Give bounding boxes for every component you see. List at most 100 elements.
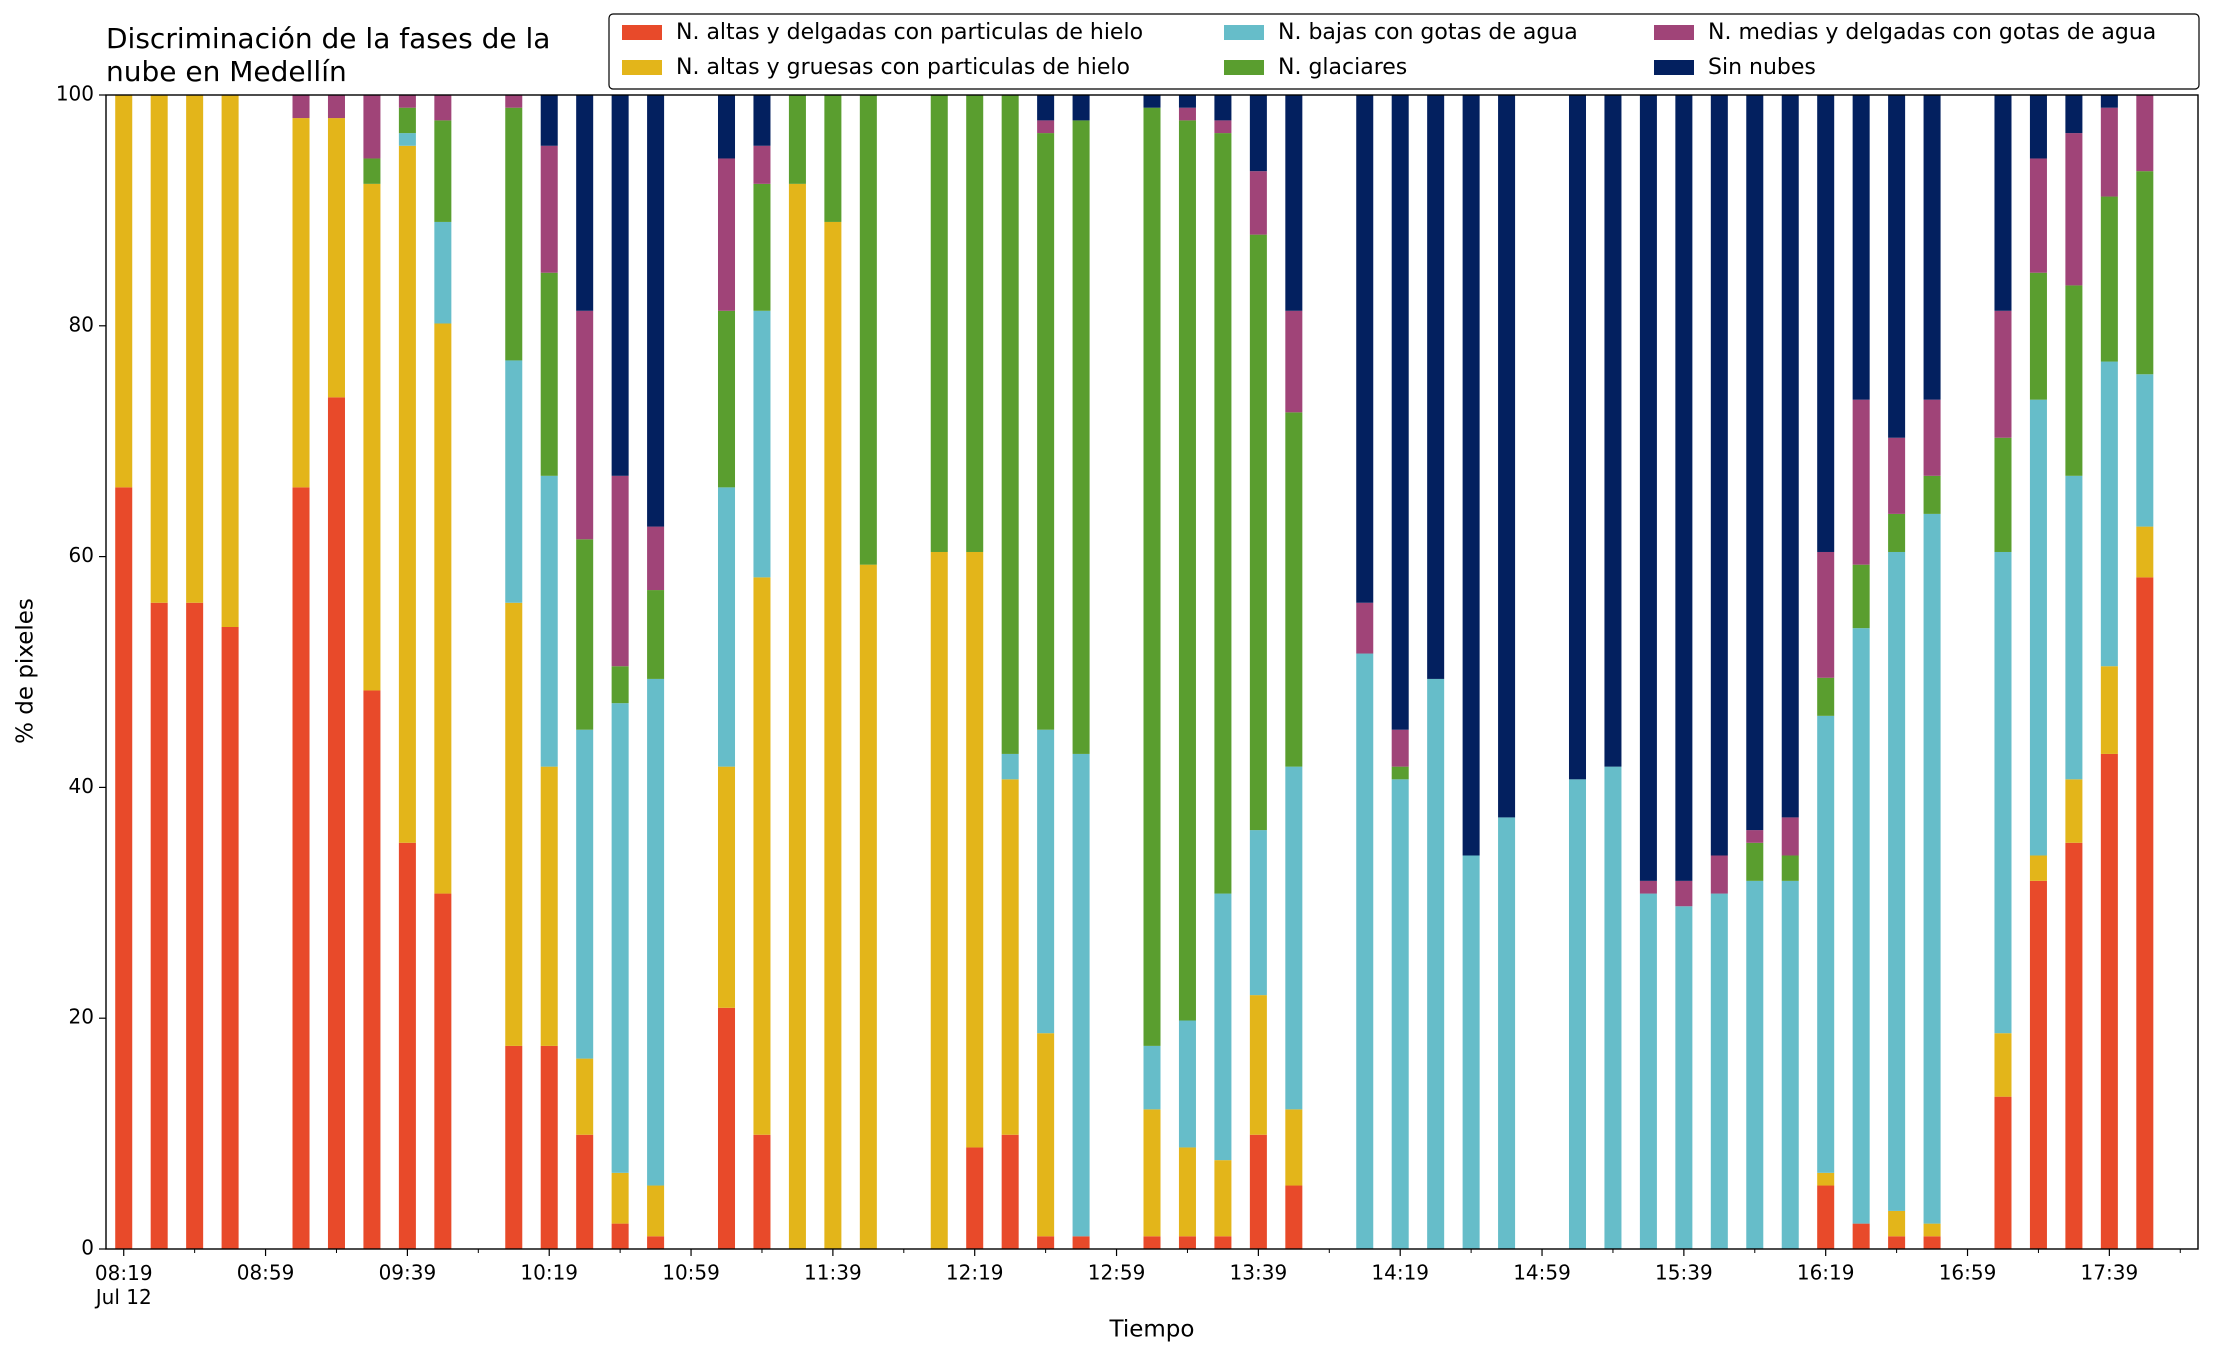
bar-segment — [434, 893, 452, 1249]
bar-segment — [1462, 95, 1480, 856]
legend-swatch — [1224, 60, 1264, 75]
bar-segment — [576, 1134, 594, 1249]
bar-segment — [2065, 842, 2083, 1249]
bar-segment — [2065, 779, 2083, 843]
bar-segment — [1994, 95, 2012, 311]
bar-segment — [1498, 95, 1516, 818]
x-tick-label: 14:19 — [1371, 1261, 1429, 1285]
plot-frame — [105, 94, 2199, 1250]
bar-segment — [576, 729, 594, 1059]
bar-segment — [2100, 753, 2118, 1249]
y-tick-label: 0 — [81, 1236, 94, 1260]
bar-segment — [150, 95, 168, 603]
bar-segment — [1356, 653, 1374, 1249]
bar-segment — [611, 666, 629, 704]
bar-segment — [1923, 399, 1941, 476]
bar-segment — [363, 95, 381, 159]
bar-segment — [1285, 766, 1303, 1110]
bar-segment — [1994, 310, 2012, 438]
bar-segment — [647, 1185, 665, 1237]
bar-segment — [1214, 1236, 1232, 1249]
bar-segment — [1888, 513, 1906, 552]
bar-segment — [1214, 95, 1232, 121]
bar-segment — [540, 475, 558, 767]
bar-segment — [327, 397, 345, 1249]
bar-segment — [1249, 171, 1267, 235]
bar-segment — [1781, 95, 1799, 818]
bar-segment — [2136, 171, 2154, 375]
bar-segment — [576, 539, 594, 730]
bar-segment — [1746, 95, 1764, 831]
bar-segment — [1143, 1109, 1161, 1237]
bar-segment — [611, 1172, 629, 1224]
bar-segment — [1994, 551, 2012, 1034]
bar-segment — [540, 1045, 558, 1249]
legend-label: N. bajas con gotas de agua — [1278, 20, 1578, 45]
bar-segment — [1178, 1147, 1196, 1237]
bar-segment — [647, 526, 665, 591]
y-tick-label: 20 — [69, 1005, 94, 1029]
bar-segment — [966, 95, 984, 552]
bar-segment — [859, 95, 877, 565]
bar-segment — [2100, 666, 2118, 754]
bar-segment — [505, 602, 523, 1046]
bar-segment — [1994, 1096, 2012, 1249]
bar-segment — [1710, 893, 1728, 1249]
bar-segment — [1923, 475, 1941, 514]
x-tick-label: 16:19 — [1797, 1261, 1855, 1285]
bar-segment — [1178, 1020, 1196, 1148]
bar-segment — [1143, 1236, 1161, 1249]
bar-segment — [540, 272, 558, 476]
x-tick-label: 16:59 — [1939, 1261, 1997, 1285]
bar-segment — [1639, 95, 1657, 881]
y-tick-label: 80 — [69, 312, 94, 336]
bar-segment — [753, 145, 771, 184]
bar-segment — [1852, 95, 1870, 400]
bar-segment — [327, 118, 345, 398]
bar-segment — [930, 95, 948, 552]
bar-segment — [1923, 1223, 1941, 1237]
bar-segment — [1923, 513, 1941, 1224]
bar-segment — [1037, 1033, 1055, 1237]
bar-segment — [1285, 1109, 1303, 1186]
x-axis-label: Tiempo — [1109, 1317, 1195, 1343]
bar-segment — [1285, 95, 1303, 311]
bar-segment — [186, 602, 204, 1249]
bar-segment — [1249, 234, 1267, 831]
bar-segment — [115, 95, 133, 488]
bar-segment — [2136, 95, 2154, 172]
legend-label: N. altas y gruesas con particulas de hie… — [676, 55, 1130, 80]
legend-label: N. medias y delgadas con gotas de agua — [1708, 20, 2156, 45]
bar-segment — [1214, 120, 1232, 134]
bar-segment — [1817, 1172, 1835, 1186]
bar-segment — [434, 221, 452, 324]
legend-label: N. glaciares — [1278, 55, 1407, 80]
bar-segment — [1143, 107, 1161, 1046]
bar-segment — [1072, 95, 1090, 121]
bar-segment — [1391, 95, 1409, 730]
bar-segment — [1356, 95, 1374, 603]
bar-segment — [717, 766, 736, 1008]
bar-segment — [2029, 880, 2047, 1249]
bar-segment — [2029, 95, 2047, 159]
bar-segment — [1391, 779, 1409, 1249]
bar-segment — [1072, 120, 1090, 754]
bar-segment — [221, 626, 239, 1249]
x-tick-label: 11:39 — [804, 1261, 862, 1285]
bar-segment — [611, 703, 629, 1173]
bar-segment — [647, 1236, 665, 1249]
x-tick-label: 08:59 — [237, 1261, 295, 1285]
bar-segment — [1817, 677, 1835, 716]
y-tick-label: 40 — [69, 774, 94, 798]
bar-segment — [2065, 285, 2083, 476]
bar-segment — [1214, 1160, 1232, 1237]
bar-segment — [1001, 753, 1019, 780]
bar-segment — [363, 183, 381, 691]
bar-segment — [1391, 729, 1409, 767]
bar-segment — [221, 95, 239, 627]
bar-segment — [1604, 766, 1622, 1249]
bar-segment — [753, 183, 771, 311]
bar-segment — [2136, 577, 2154, 1249]
x-tick-label: 12:19 — [946, 1261, 1004, 1285]
